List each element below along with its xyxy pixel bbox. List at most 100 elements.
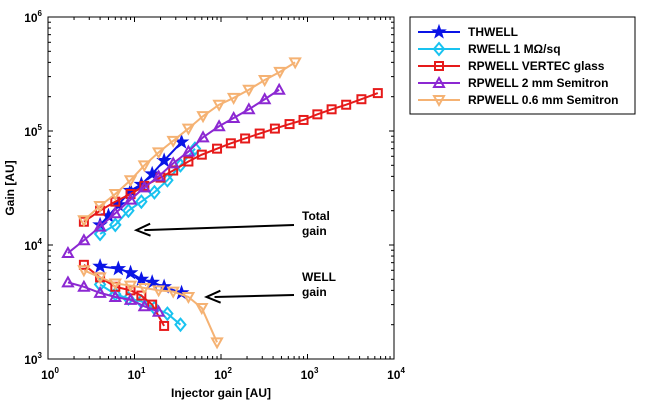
data-point-total xyxy=(144,165,160,181)
data-point-well xyxy=(210,337,224,350)
data-point-total xyxy=(288,57,302,70)
minor-ticks xyxy=(47,16,395,360)
legend-marker xyxy=(434,61,444,71)
data-point-well xyxy=(159,320,170,331)
data-point-total xyxy=(284,119,295,130)
data-point-total xyxy=(156,152,172,168)
data-point-total xyxy=(257,92,272,105)
data-point-total xyxy=(212,143,223,154)
data-point-total xyxy=(254,128,265,139)
data-point-well xyxy=(108,278,123,291)
y-tick-labels: 103 104 105 106 xyxy=(24,9,42,367)
legend-marker xyxy=(432,95,446,108)
data-point-total xyxy=(123,175,138,188)
data-point-well xyxy=(93,272,107,285)
data-point-well xyxy=(166,286,180,299)
data-point-total xyxy=(269,123,280,134)
y-tick-label: 105 xyxy=(24,123,42,139)
data-point-total xyxy=(356,94,367,105)
data-point-total xyxy=(137,180,152,193)
data-point-total xyxy=(273,66,287,79)
data-point-well xyxy=(137,299,152,312)
legend-item-2: RWELL 1 MΩ/sq xyxy=(418,41,561,57)
series-line-well xyxy=(67,281,159,313)
data-point-total xyxy=(93,200,107,214)
data-point-total xyxy=(225,138,236,149)
data-point-well xyxy=(77,265,91,278)
data-point-well xyxy=(93,285,107,298)
data-point-well xyxy=(61,275,75,288)
data-point-total xyxy=(108,206,123,219)
data-point-total xyxy=(151,147,166,160)
data-point-well xyxy=(110,260,127,276)
data-point-total xyxy=(123,192,138,205)
data-point-total xyxy=(108,189,123,202)
y-tick-label: 103 xyxy=(24,351,42,367)
legend: THWELL RWELL 1 MΩ/sq RPWELL VERTEC glass RP… xyxy=(409,16,636,115)
data-point-total xyxy=(196,130,210,143)
data-point-total xyxy=(122,203,135,219)
data-point-total xyxy=(135,194,148,210)
data-point-total xyxy=(148,184,161,200)
annotation-text: Total xyxy=(302,209,330,223)
x-tick-labels: 100 101 102 103 104 xyxy=(41,366,405,382)
legend-label: RPWELL VERTEC glass xyxy=(468,59,605,73)
legend-label: RPWELL 2 mm Semitron xyxy=(468,76,608,90)
data-point-total xyxy=(312,109,323,120)
series-line-well xyxy=(83,269,218,343)
legend-item-4: RPWELL 2 mm Semitron xyxy=(418,75,608,90)
data-point-total xyxy=(77,233,91,246)
data-point-well xyxy=(92,258,108,273)
data-point-total xyxy=(109,217,122,233)
data-point-well xyxy=(195,303,209,316)
data-point-well xyxy=(136,290,147,301)
data-point-total xyxy=(77,215,91,228)
x-tick-label: 104 xyxy=(387,366,405,382)
data-point-total xyxy=(226,92,241,105)
y-axis-title: Gain [AU] xyxy=(3,160,17,215)
data-point-total xyxy=(212,119,226,132)
data-point-well xyxy=(137,282,152,296)
data-point-well xyxy=(161,306,174,322)
annotation-text: gain xyxy=(302,224,327,238)
data-point-well xyxy=(77,279,91,292)
legend-label: RPWELL 0.6 mm Semitron xyxy=(468,93,618,107)
annotation-arrow-head xyxy=(133,222,151,237)
data-point-total xyxy=(93,219,107,232)
y-tick-label: 106 xyxy=(24,9,42,25)
legend-marker xyxy=(432,75,446,88)
data-point-total xyxy=(93,226,107,242)
x-tick-label: 102 xyxy=(214,366,232,382)
data-point-total xyxy=(61,245,75,259)
x-tick-label: 103 xyxy=(301,366,319,382)
legend-item-5: RPWELL 0.6 mm Semitron xyxy=(418,93,618,108)
data-point-total xyxy=(212,99,226,112)
series-5 xyxy=(77,57,302,350)
data-point-total xyxy=(137,160,152,173)
plot-area xyxy=(47,16,395,360)
data-point-total xyxy=(298,114,309,125)
series-line-well xyxy=(99,283,182,326)
data-point-well xyxy=(174,317,187,333)
data-point-well xyxy=(123,292,138,305)
x-tick-label: 100 xyxy=(41,366,59,382)
data-point-total xyxy=(272,82,286,95)
data-point-total xyxy=(242,102,256,115)
data-point-total xyxy=(372,88,383,99)
annotation-arrow-shaft xyxy=(144,224,295,232)
annotation-text: WELL xyxy=(302,270,336,284)
data-point-total xyxy=(341,99,352,110)
data-point-total xyxy=(166,156,180,169)
data-point-total xyxy=(257,75,272,88)
data-point-well xyxy=(151,285,166,298)
data-point-total xyxy=(188,141,202,157)
x-axis-title: Injector gain [AU] xyxy=(171,386,271,400)
data-point-well xyxy=(78,259,89,270)
legend-marker xyxy=(432,41,446,57)
legend-label: THWELL xyxy=(468,25,518,39)
data-point-well xyxy=(144,274,160,290)
data-point-total xyxy=(226,110,241,124)
annotation-arrow-head xyxy=(203,289,222,304)
data-point-total xyxy=(181,144,196,157)
